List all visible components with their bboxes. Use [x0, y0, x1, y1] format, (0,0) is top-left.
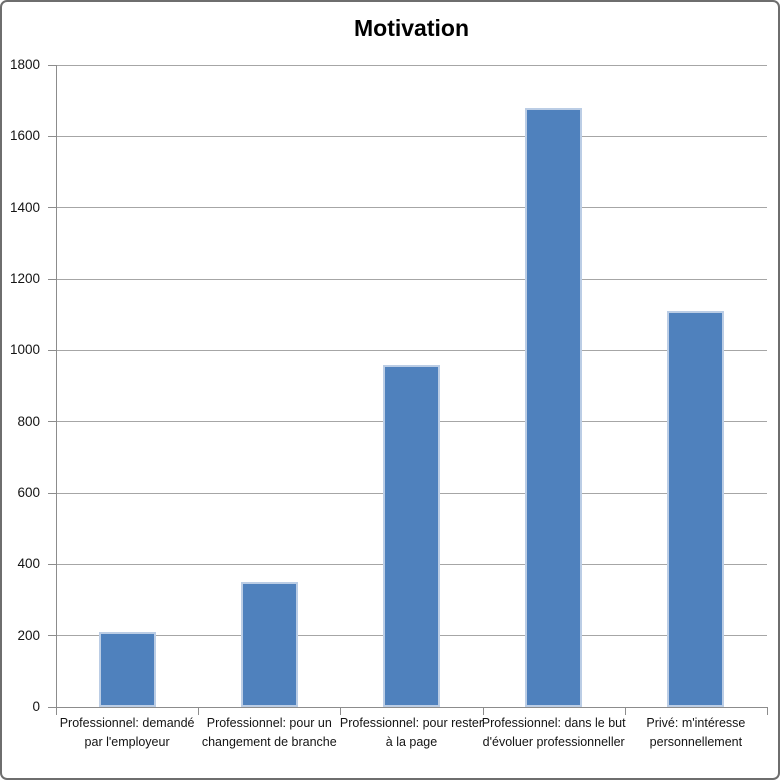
x-tick-mark-3: [482, 708, 484, 715]
bar-1: [98, 632, 156, 707]
y-tick-mark-1000: [48, 349, 56, 351]
x-category-label-4: Professionnel: dans le but d'évoluer pro…: [481, 716, 626, 749]
x-category-label-1: Professionnel: demandé par l'employeur: [59, 716, 195, 749]
y-tick-mark-200: [48, 635, 56, 637]
gridline-1800: [56, 64, 767, 66]
x-tick-mark-0: [56, 708, 57, 715]
x-category-label-2: Professionnel: pour un changement de bra…: [201, 716, 337, 749]
x-tick-mark-4: [624, 708, 626, 715]
x-tick-mark-5: [767, 708, 768, 715]
bar-5: [667, 311, 725, 707]
y-tick-mark-0: [48, 706, 56, 708]
y-tick-mark-400: [48, 563, 56, 565]
gridline-1000: [56, 349, 767, 351]
x-category-label-5: Privé: m'intéresse personnellement: [646, 716, 746, 749]
y-tick-label-200: 200: [17, 627, 40, 643]
y-tick-mark-1800: [48, 64, 56, 66]
y-tick-label-600: 600: [17, 485, 40, 500]
plot-area: [56, 64, 767, 707]
bar-4: [525, 107, 583, 707]
y-tick-label-1400: 1400: [9, 199, 40, 215]
bar-2: [240, 582, 298, 707]
gridline-1600: [56, 135, 767, 137]
y-tick-label-800: 800: [17, 413, 40, 429]
x-category-label-3: Professionnel: pour rester à la page: [339, 716, 484, 749]
y-tick-mark-1600: [48, 135, 56, 137]
y-tick-mark-800: [48, 421, 56, 423]
gridline-1400: [56, 207, 767, 209]
gridline-1200: [56, 278, 767, 280]
y-tick-label-0: 0: [32, 699, 40, 714]
y-tick-mark-1200: [48, 278, 56, 280]
y-tick-label-1200: 1200: [9, 271, 40, 286]
y-tick-mark-1400: [48, 207, 56, 209]
chart-title: Motivation: [354, 15, 469, 41]
x-tick-mark-2: [340, 708, 342, 715]
y-tick-mark-600: [48, 492, 56, 494]
x-axis-line: [56, 707, 768, 708]
y-tick-label-1600: 1600: [9, 128, 40, 144]
x-tick-mark-1: [198, 708, 200, 715]
y-tick-label-1800: 1800: [9, 57, 40, 72]
y-tick-label-400: 400: [17, 556, 40, 572]
y-tick-label-1000: 1000: [9, 342, 40, 358]
y-axis-line: [56, 65, 57, 708]
bar-3: [383, 364, 440, 707]
